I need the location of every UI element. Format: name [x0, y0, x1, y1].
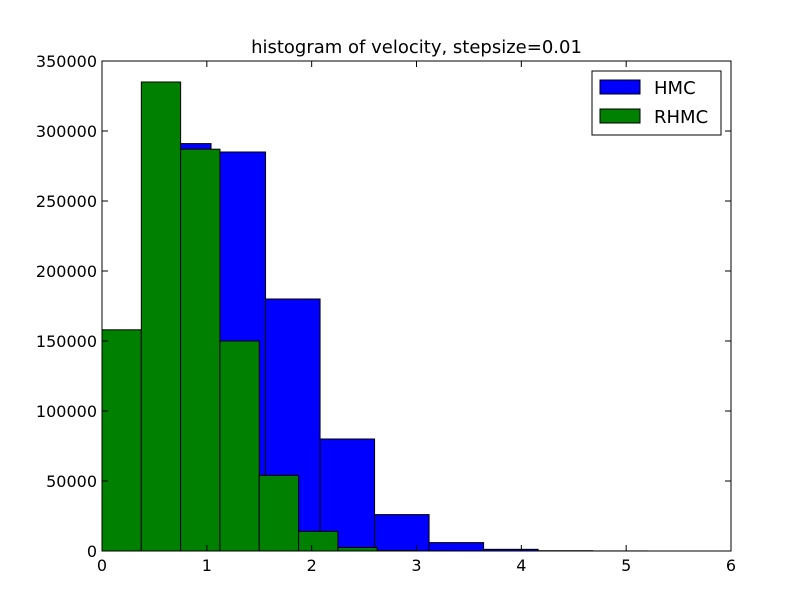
bars-layer: [101, 81, 648, 552]
y-tick-label-0: 0: [87, 542, 97, 561]
y-tick-label-5: 250000: [36, 192, 97, 211]
x-tick-label-5: 5: [621, 556, 631, 575]
bar-rhmc-3: [219, 340, 260, 552]
x-tick-label-1: 1: [202, 556, 212, 575]
legend-swatch-hmc: [599, 79, 641, 95]
bar-rhmc-4: [258, 474, 300, 552]
legend: HMC RHMC: [591, 70, 722, 136]
chart-title: histogram of velocity, stepsize=0.01: [251, 37, 582, 58]
x-tick-label-3: 3: [411, 556, 421, 575]
legend-swatch-rhmc: [599, 108, 641, 124]
x-tick-label-2: 2: [307, 556, 317, 575]
y-tick-label-1: 50000: [46, 472, 97, 491]
bar-rhmc-6: [337, 547, 378, 552]
bar-rhmc-0: [101, 329, 142, 552]
y-tick-label-7: 350000: [36, 52, 97, 71]
y-tick-label-2: 100000: [36, 402, 97, 421]
tick-labels-layer: 0 1 2 3 4 5 6 0 50000 100000 150000 200000 250000 300…: [36, 52, 736, 575]
y-tick-label-6: 300000: [36, 122, 97, 141]
bar-hmc-6: [428, 542, 485, 552]
y-tick-label-3: 150000: [36, 332, 97, 351]
legend-label-rhmc: RHMC: [654, 107, 708, 128]
x-tick-label-6: 6: [726, 556, 736, 575]
x-tick-label-0: 0: [97, 556, 107, 575]
bar-rhmc-2: [180, 148, 221, 552]
legend-label-hmc: HMC: [654, 78, 696, 99]
bar-rhmc-5: [298, 530, 339, 552]
x-tick-label-4: 4: [516, 556, 526, 575]
plot-frame: [101, 60, 732, 552]
bar-rhmc-1: [140, 81, 182, 552]
y-tick-label-4: 200000: [36, 262, 97, 281]
bar-hmc-5: [374, 514, 430, 552]
